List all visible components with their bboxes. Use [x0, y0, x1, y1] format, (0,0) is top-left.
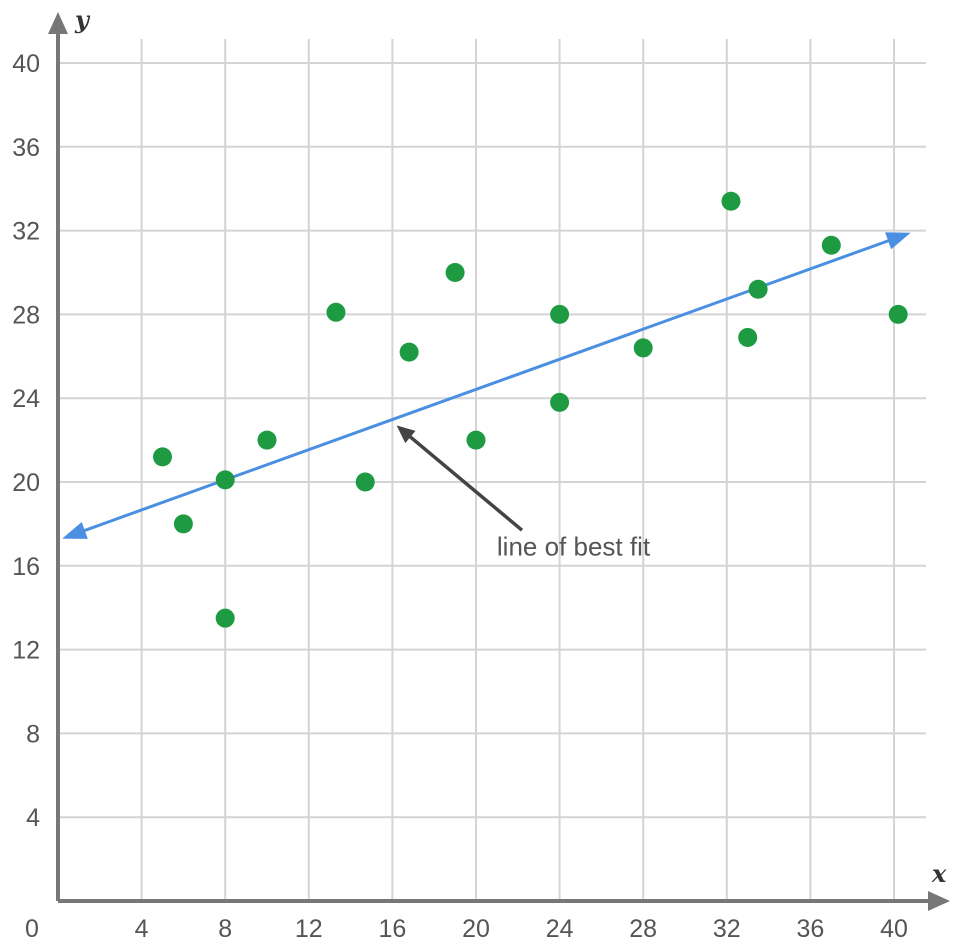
x-tick-label-36: 36 — [796, 915, 824, 943]
y-tick-label-4: 4 — [26, 804, 40, 832]
annotation-label: line of best fit — [497, 531, 651, 561]
y-tick-label-40: 40 — [12, 50, 40, 78]
annotation-arrowhead — [396, 425, 416, 444]
x-tick-label-28: 28 — [629, 915, 657, 943]
data-point-17 — [821, 235, 841, 255]
data-point-1 — [153, 447, 172, 467]
data-point-15 — [738, 327, 758, 347]
axes: xy — [48, 5, 950, 911]
data-point-12 — [550, 392, 570, 412]
data-point-10 — [466, 430, 486, 450]
data-point-4 — [215, 608, 235, 628]
x-tick-label-32: 32 — [713, 915, 741, 943]
y-axis-label: y — [74, 5, 91, 34]
data-point-8 — [399, 342, 419, 362]
y-tick-label-32: 32 — [12, 218, 40, 246]
data-point-18 — [888, 304, 908, 324]
tick-labels: 0 4 8 12 16 20 24 28 32 36 40 4 8 12 16 20 24 28 32 36 40 — [12, 50, 908, 943]
fit-line-group — [62, 232, 911, 539]
x-axis-arrowhead — [928, 891, 950, 911]
y-tick-label-24: 24 — [12, 385, 40, 413]
data-point-7 — [355, 472, 375, 492]
x-tick-label-40: 40 — [880, 915, 908, 943]
fit-line — [80, 238, 893, 534]
y-axis-arrowhead — [48, 12, 68, 34]
x-axis-label: x — [931, 859, 947, 888]
data-point-2 — [173, 514, 193, 534]
x-tick-label-16: 16 — [378, 915, 406, 943]
x-tick-label-4: 4 — [135, 915, 149, 943]
data-point-6 — [326, 302, 346, 322]
data-point-14 — [721, 191, 741, 211]
y-tick-label-8: 8 — [26, 720, 40, 748]
y-tick-label-36: 36 — [12, 134, 40, 162]
x-tick-label-12: 12 — [295, 915, 323, 943]
y-tick-label-28: 28 — [12, 301, 40, 329]
fit-line-arrowhead-start — [62, 521, 88, 539]
x-tick-label-20: 20 — [462, 915, 490, 943]
fit-line-arrowhead-end — [885, 232, 911, 250]
data-point-13 — [633, 338, 653, 358]
grid — [58, 39, 926, 901]
y-tick-label-20: 20 — [12, 469, 40, 497]
annotation-arrow-line — [406, 433, 524, 532]
data-point-9 — [445, 263, 465, 282]
x-tick-label-8: 8 — [218, 915, 232, 943]
data-point-5 — [257, 430, 277, 450]
data-point-16 — [748, 279, 768, 299]
x-tick-label-24: 24 — [546, 915, 574, 943]
y-tick-label-12: 12 — [12, 637, 40, 665]
origin-label: 0 — [25, 915, 39, 943]
annotation-group: line of best fit — [396, 425, 651, 561]
data-point-11 — [550, 304, 570, 324]
y-tick-label-16: 16 — [12, 553, 40, 581]
data-points — [153, 191, 908, 628]
data-point-3 — [215, 470, 235, 490]
